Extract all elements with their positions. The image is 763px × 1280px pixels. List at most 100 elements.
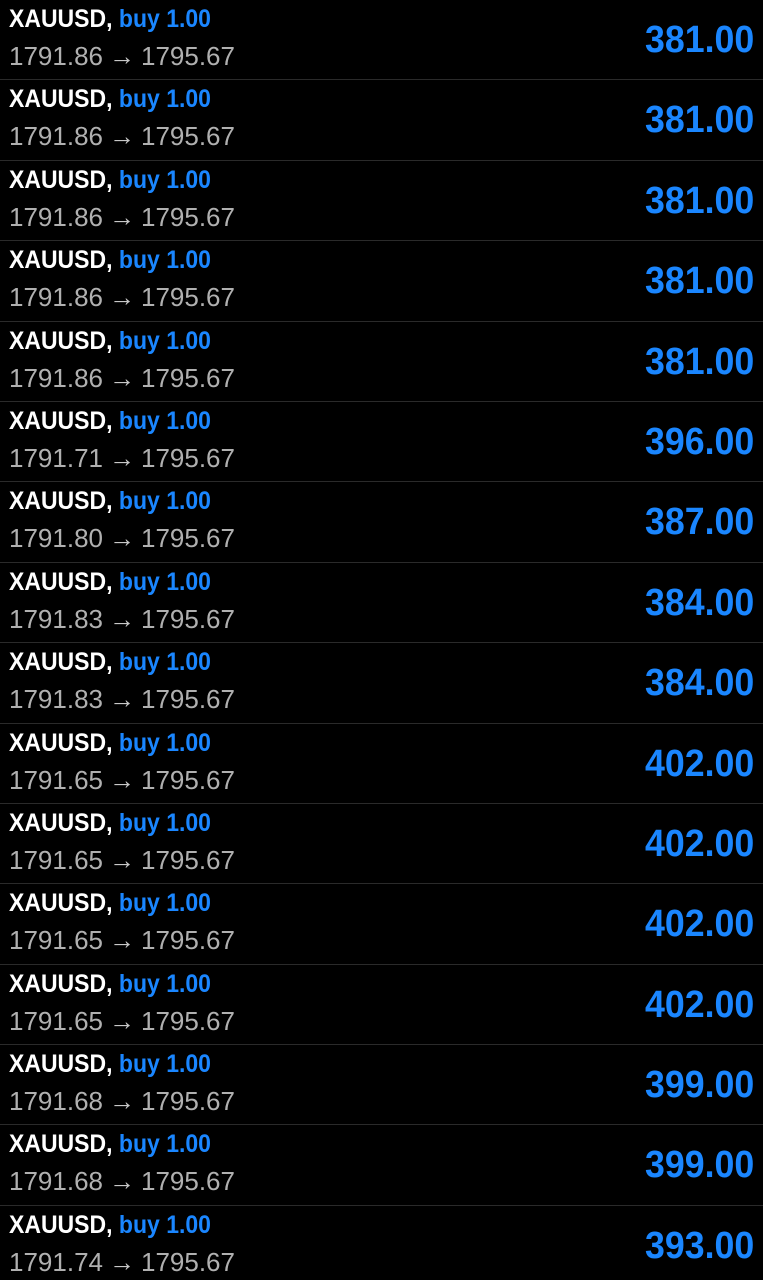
current-price: 1795.67 (140, 523, 235, 554)
price-line: 1791.83 → 1795.67 (9, 683, 235, 715)
arrow-right-icon: → (108, 1246, 135, 1277)
price-line: 1791.65 → 1795.67 (9, 1005, 235, 1037)
trade-side-volume: buy 1.00 (118, 165, 211, 194)
open-price: 1791.65 (9, 764, 103, 795)
arrow-right-icon: → (108, 201, 135, 232)
symbol-label: XAUUSD (9, 728, 107, 757)
current-price: 1795.67 (140, 1246, 235, 1277)
current-price: 1795.67 (140, 764, 235, 795)
trade-side-volume: buy 1.00 (118, 1210, 211, 1239)
symbol-label: XAUUSD (9, 326, 107, 355)
open-price: 1791.86 (9, 362, 103, 393)
trade-side-volume: buy 1.00 (118, 567, 211, 596)
current-price: 1795.67 (140, 201, 235, 232)
position-row[interactable]: XAUUSD, buy 1.00 1791.83 → 1795.67 384.00 (0, 643, 763, 724)
position-header: XAUUSD, buy 1.00 (9, 567, 211, 597)
symbol-label: XAUUSD (9, 889, 107, 918)
open-price: 1791.86 (9, 41, 103, 71)
price-line: 1791.74 → 1795.67 (9, 1246, 235, 1278)
separator-comma: , (106, 165, 113, 194)
position-row[interactable]: XAUUSD, buy 1.00 1791.74 → 1795.67 393.00 (0, 1206, 763, 1280)
arrow-right-icon: → (108, 603, 135, 634)
arrow-right-icon: → (108, 844, 135, 875)
symbol-label: XAUUSD (9, 487, 107, 516)
separator-comma: , (106, 5, 113, 33)
separator-comma: , (106, 1210, 113, 1239)
separator-comma: , (106, 487, 113, 516)
position-header: XAUUSD, buy 1.00 (9, 1210, 211, 1240)
profit-value: 399.00 (644, 1144, 754, 1187)
price-line: 1791.65 → 1795.67 (9, 924, 235, 956)
symbol-label: XAUUSD (9, 1050, 107, 1079)
separator-comma: , (106, 1050, 113, 1079)
arrow-right-icon: → (108, 362, 135, 393)
position-row[interactable]: XAUUSD, buy 1.00 1791.80 → 1795.67 387.00 (0, 482, 763, 563)
profit-value: 387.00 (644, 501, 754, 544)
profit-value: 402.00 (644, 742, 754, 785)
price-line: 1791.86 → 1795.67 (9, 120, 235, 152)
price-line: 1791.68 → 1795.67 (9, 1165, 235, 1197)
position-row[interactable]: XAUUSD, buy 1.00 1791.86 → 1795.67 381.00 (0, 0, 763, 81)
trade-side-volume: buy 1.00 (118, 969, 211, 998)
arrow-right-icon: → (108, 684, 135, 715)
price-line: 1791.86 → 1795.67 (9, 362, 235, 394)
position-header: XAUUSD, buy 1.00 (9, 245, 211, 275)
position-row[interactable]: XAUUSD, buy 1.00 1791.65 → 1795.67 402.00 (0, 804, 763, 885)
position-header: XAUUSD, buy 1.00 (9, 406, 211, 436)
price-line: 1791.71 → 1795.67 (9, 442, 235, 474)
trade-side-volume: buy 1.00 (118, 326, 211, 355)
arrow-right-icon: → (108, 523, 135, 554)
profit-value: 384.00 (644, 662, 754, 705)
position-row[interactable]: XAUUSD, buy 1.00 1791.65 → 1795.67 402.00 (0, 965, 763, 1046)
arrow-right-icon: → (108, 1086, 135, 1117)
current-price: 1795.67 (140, 41, 235, 71)
trade-side-volume: buy 1.00 (118, 728, 211, 757)
position-header: XAUUSD, buy 1.00 (9, 728, 211, 758)
price-line: 1791.80 → 1795.67 (9, 522, 235, 554)
profit-value: 381.00 (644, 179, 754, 222)
position-row[interactable]: XAUUSD, buy 1.00 1791.68 → 1795.67 399.00 (0, 1045, 763, 1126)
open-price: 1791.86 (9, 121, 103, 152)
position-header: XAUUSD, buy 1.00 (9, 165, 211, 195)
symbol-label: XAUUSD (9, 567, 107, 596)
separator-comma: , (106, 246, 113, 275)
price-line: 1791.86 → 1795.67 (9, 201, 235, 233)
open-price: 1791.74 (9, 1246, 103, 1277)
position-row[interactable]: XAUUSD, buy 1.00 1791.65 → 1795.67 402.00 (0, 724, 763, 804)
current-price: 1795.67 (140, 362, 235, 393)
position-header: XAUUSD, buy 1.00 (9, 1049, 211, 1079)
position-row[interactable]: XAUUSD, buy 1.00 1791.86 → 1795.67 381.00 (0, 161, 763, 242)
trade-side-volume: buy 1.00 (118, 85, 211, 114)
position-header: XAUUSD, buy 1.00 (9, 808, 211, 838)
position-row[interactable]: XAUUSD, buy 1.00 1791.86 → 1795.67 381.00 (0, 80, 763, 161)
current-price: 1795.67 (140, 844, 235, 875)
position-header: XAUUSD, buy 1.00 (9, 4, 211, 34)
position-row[interactable]: XAUUSD, buy 1.00 1791.68 → 1795.67 399.00 (0, 1125, 763, 1206)
price-line: 1791.68 → 1795.67 (9, 1085, 235, 1117)
trade-side-volume: buy 1.00 (118, 487, 211, 516)
position-header: XAUUSD, buy 1.00 (9, 84, 211, 114)
separator-comma: , (106, 889, 113, 918)
trade-side-volume: buy 1.00 (118, 889, 211, 918)
symbol-label: XAUUSD (9, 1210, 107, 1239)
arrow-right-icon: → (108, 282, 135, 313)
position-row[interactable]: XAUUSD, buy 1.00 1791.65 → 1795.67 402.00 (0, 884, 763, 965)
position-row[interactable]: XAUUSD, buy 1.00 1791.86 → 1795.67 381.00 (0, 241, 763, 322)
arrow-right-icon: → (108, 442, 135, 473)
arrow-right-icon: → (108, 41, 135, 71)
current-price: 1795.67 (140, 1086, 235, 1117)
profit-value: 381.00 (644, 340, 754, 383)
open-price: 1791.86 (9, 282, 103, 313)
open-price: 1791.65 (9, 1005, 103, 1036)
position-header: XAUUSD, buy 1.00 (9, 969, 211, 999)
symbol-label: XAUUSD (9, 5, 107, 33)
position-header: XAUUSD, buy 1.00 (9, 888, 211, 918)
current-price: 1795.67 (140, 282, 235, 313)
current-price: 1795.67 (140, 442, 235, 473)
position-row[interactable]: XAUUSD, buy 1.00 1791.86 → 1795.67 381.00 (0, 322, 763, 402)
trade-side-volume: buy 1.00 (118, 648, 211, 677)
open-price: 1791.65 (9, 925, 103, 956)
position-row[interactable]: XAUUSD, buy 1.00 1791.83 → 1795.67 384.00 (0, 563, 763, 644)
position-row[interactable]: XAUUSD, buy 1.00 1791.71 → 1795.67 396.00 (0, 402, 763, 483)
profit-value: 402.00 (644, 822, 754, 865)
